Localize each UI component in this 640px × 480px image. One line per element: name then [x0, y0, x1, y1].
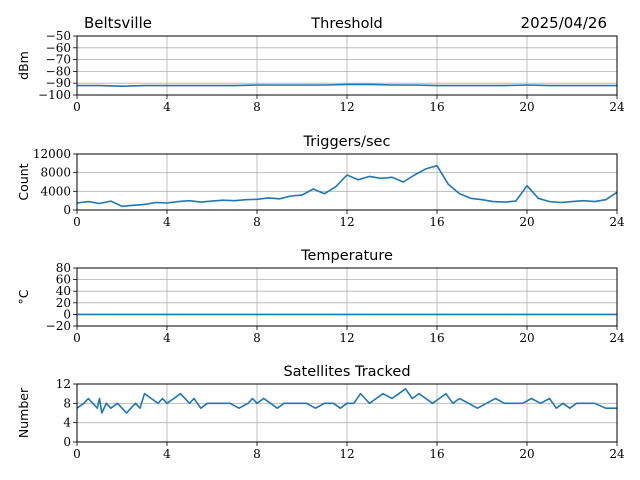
panel-4: 0 4 8 12 16 20 24 12 8 4 0 Satellites Tracked Number	[16, 364, 625, 461]
y-tick-label: 12	[56, 377, 71, 391]
x-tick-label: 12	[339, 100, 354, 114]
x-tick-label: 4	[163, 215, 171, 229]
x-tick-label: 20	[519, 447, 534, 461]
y-tick-label: 12000	[33, 147, 71, 161]
y-axis-label: °C	[16, 289, 31, 304]
y-tick-label: 0	[63, 435, 71, 449]
station-label: Beltsville	[84, 14, 152, 32]
x-tick-label: 0	[73, 331, 81, 345]
y-tick-label: 20	[56, 296, 71, 310]
x-tick-label: 16	[429, 447, 444, 461]
x-tick-label: 0	[73, 100, 81, 114]
x-tick-label: 4	[163, 100, 171, 114]
panel-title: Temperature	[300, 248, 393, 264]
x-tick-label: 4	[163, 447, 171, 461]
panel-title: Threshold	[310, 16, 382, 32]
x-tick-label: 16	[429, 100, 444, 114]
y-axis-label: Number	[16, 387, 31, 438]
x-tick-label: 16	[429, 215, 444, 229]
x-tick-label: 8	[253, 100, 261, 114]
y-tick-label: 40	[56, 284, 71, 298]
y-tick-label: 8000	[40, 166, 71, 180]
panel-title: Triggers/sec	[303, 134, 391, 150]
date-label: 2025/04/26	[521, 14, 607, 32]
y-tick-label: 0	[63, 203, 71, 217]
y-tick-label: −90	[46, 76, 71, 90]
y-axis-label: dBm	[16, 51, 31, 80]
y-tick-label: 0	[63, 307, 71, 321]
y-tick-label: −80	[46, 64, 71, 78]
x-tick-label: 20	[519, 100, 534, 114]
panels: 0 4 8 12 16 20 24 −50−60−70−80−90−100 Threshold d…	[16, 16, 625, 461]
y-tick-label: 4000	[40, 184, 71, 198]
y-tick-label: −70	[46, 53, 71, 67]
panel-1: 0 4 8 12 16 20 24 −50−60−70−80−90−100 Threshold d…	[16, 16, 625, 114]
y-tick-label: 80	[56, 261, 71, 275]
x-tick-label: 20	[519, 215, 534, 229]
y-tick-label: −60	[46, 41, 71, 55]
y-axis-label: Count	[16, 163, 31, 200]
x-tick-label: 12	[339, 215, 354, 229]
series-line-1	[76, 387, 617, 414]
x-tick-label: 12	[339, 447, 354, 461]
y-tick-label: −50	[46, 29, 71, 43]
x-tick-label: 24	[609, 100, 625, 114]
y-tick-label: 60	[56, 273, 71, 287]
series-line-1	[77, 83, 617, 87]
y-tick-label: 4	[63, 416, 71, 430]
x-tick-label: 24	[609, 331, 625, 345]
x-tick-label: 4	[163, 331, 171, 345]
panel-title: Satellites Tracked	[283, 364, 410, 380]
x-tick-label: 8	[253, 215, 261, 229]
x-tick-label: 16	[429, 331, 444, 345]
x-tick-label: 8	[253, 447, 261, 461]
panel-2: 0 4 8 12 16 20 24 12000 8000 4000 0 Triggers/sec Cou…	[16, 134, 625, 229]
y-tick-label: −20	[46, 319, 71, 333]
y-tick-label: 8	[63, 396, 71, 410]
x-tick-label: 20	[519, 331, 534, 345]
x-tick-label: 0	[73, 447, 81, 461]
x-tick-label: 12	[339, 331, 354, 345]
y-tick-label: −100	[38, 88, 71, 102]
series-line-1	[76, 164, 618, 208]
x-tick-label: 8	[253, 331, 261, 345]
x-tick-label: 24	[609, 447, 625, 461]
x-tick-label: 24	[609, 215, 625, 229]
x-tick-label: 0	[73, 215, 81, 229]
